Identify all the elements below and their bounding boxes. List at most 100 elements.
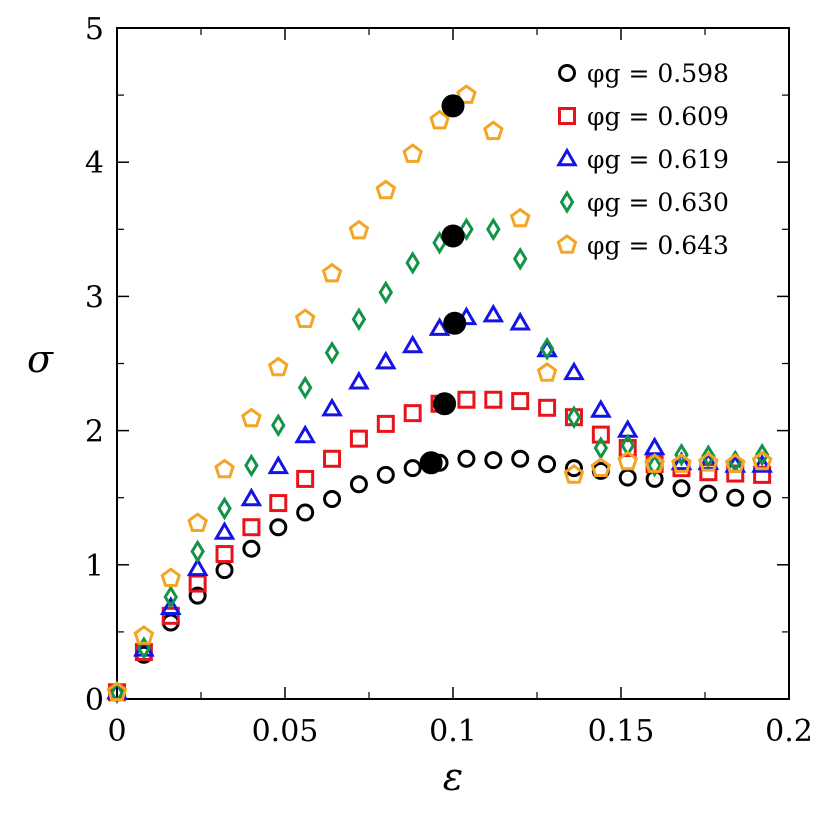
y-tick-label: 0	[85, 683, 104, 718]
data-point	[512, 246, 528, 271]
data-point	[186, 557, 209, 577]
data-point	[457, 390, 476, 409]
data-point	[751, 454, 773, 473]
data-point	[590, 457, 612, 477]
data-point	[701, 444, 716, 468]
data-point	[509, 207, 531, 228]
data-point	[754, 442, 770, 467]
axis-ticks: 0 0.05 0.1 0.15 0.2 0 1 2 3 4 5	[85, 12, 813, 749]
data-point	[539, 336, 555, 361]
data-point	[297, 375, 313, 400]
data-point	[428, 317, 451, 336]
y-tick-label: 3	[85, 280, 104, 315]
data-point	[324, 340, 340, 365]
data-point	[214, 458, 235, 479]
data-point	[699, 484, 718, 503]
data-point	[190, 539, 205, 564]
y-tick-label: 4	[85, 146, 104, 181]
data-point	[484, 451, 503, 470]
y-tick-label: 1	[85, 549, 104, 584]
highlighted-point	[441, 94, 465, 118]
data-point	[241, 407, 262, 428]
data-point	[647, 453, 662, 478]
x-tick-label: 0	[107, 714, 126, 749]
series-4	[106, 84, 773, 702]
data-point	[188, 586, 207, 605]
data-point	[751, 450, 773, 471]
x-axis-label: ε	[443, 755, 463, 799]
legend-marker	[558, 64, 576, 82]
data-point	[566, 405, 582, 430]
data-point	[136, 636, 152, 660]
data-point	[403, 459, 422, 478]
data-point	[323, 449, 342, 468]
data-point	[106, 681, 128, 702]
data-point	[511, 392, 530, 411]
data-point	[269, 518, 288, 537]
data-point	[563, 361, 585, 381]
data-point	[671, 453, 692, 473]
legend-label: φg = 0.643	[587, 231, 729, 260]
legend-label: φg = 0.630	[587, 188, 729, 217]
data-point	[375, 350, 397, 370]
data-point	[349, 429, 368, 448]
data-point	[348, 370, 370, 390]
data-point	[267, 356, 289, 377]
data-point	[378, 280, 394, 305]
legend-marker	[559, 190, 575, 214]
data-point	[269, 494, 288, 513]
data-point	[564, 459, 583, 478]
highlighted-point	[443, 311, 467, 335]
data-point	[536, 362, 558, 382]
data-point	[375, 179, 397, 200]
data-point	[321, 397, 343, 417]
series-2	[106, 303, 773, 700]
x-tick-label: 0.15	[588, 714, 655, 749]
data-point	[618, 468, 637, 487]
data-point	[215, 545, 234, 564]
data-point	[402, 143, 423, 163]
data-point	[674, 442, 689, 467]
data-point	[242, 539, 261, 558]
series-3	[109, 217, 770, 705]
x-tick-label: 0.1	[429, 714, 477, 749]
data-point	[457, 449, 476, 468]
data-point	[244, 453, 259, 478]
legend-marker	[556, 147, 578, 167]
data-point	[133, 625, 155, 645]
data-point	[109, 680, 125, 705]
data-point	[509, 311, 531, 331]
x-tick-label: 0.05	[252, 714, 319, 749]
data-point	[376, 465, 395, 484]
series-1	[108, 390, 772, 702]
data-point	[482, 303, 505, 323]
data-point	[267, 455, 290, 475]
data-point	[296, 503, 315, 522]
data-point	[643, 436, 666, 456]
data-point	[296, 469, 315, 488]
highlighted-point	[433, 392, 457, 416]
data-point	[217, 496, 232, 521]
data-point	[163, 585, 179, 609]
data-points	[106, 84, 773, 705]
data-point	[160, 567, 182, 587]
data-point	[242, 518, 261, 537]
data-point	[483, 120, 504, 141]
data-point	[538, 398, 557, 417]
data-point	[672, 479, 691, 498]
legend: φg = 0.598 φg = 0.609 φg = 0.619 φg = 0.630…	[556, 59, 729, 260]
y-tick-label: 2	[85, 415, 104, 450]
data-point	[213, 521, 236, 540]
data-point	[593, 436, 609, 460]
legend-label: φg = 0.598	[587, 59, 729, 88]
data-point	[538, 455, 557, 474]
data-point	[511, 449, 530, 468]
data-point	[294, 424, 316, 444]
data-point	[240, 487, 263, 507]
data-point	[376, 414, 395, 433]
data-point	[753, 490, 772, 509]
highlighted-point	[419, 451, 443, 475]
data-point	[351, 307, 367, 332]
data-point	[670, 451, 693, 471]
